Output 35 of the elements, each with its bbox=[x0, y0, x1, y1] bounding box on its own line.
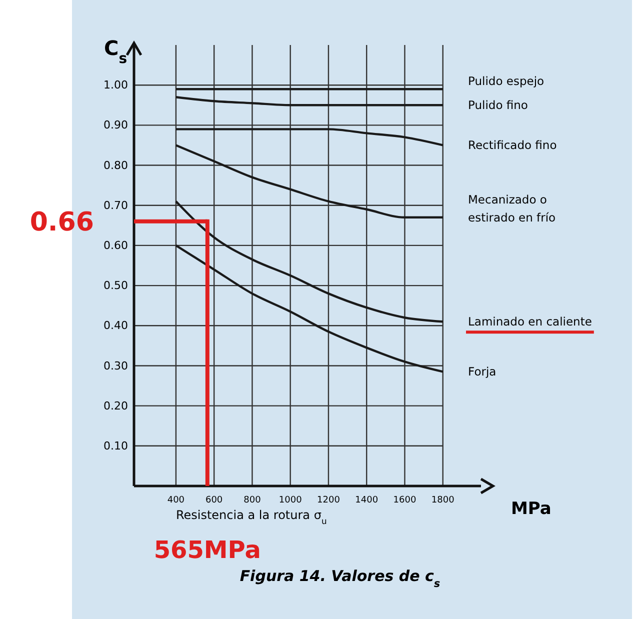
y-tick-label: 0.30 bbox=[104, 359, 128, 372]
y-axis-title: C$_{s}$ bbox=[104, 36, 128, 67]
y-tick-label: 0.50 bbox=[104, 279, 128, 292]
x-tick-label: 1800 bbox=[431, 495, 455, 506]
y-tick-label: 0.60 bbox=[104, 238, 128, 252]
line-series bbox=[174, 96, 444, 106]
line-series bbox=[174, 128, 444, 146]
x-tick-label: 1400 bbox=[355, 495, 378, 506]
x-tick-label: 600 bbox=[205, 495, 223, 506]
y-tick-label: 1.00 bbox=[104, 78, 128, 92]
text: Figura 14. Valores de c$_{s}$ bbox=[240, 567, 440, 590]
text: Pulido espejo bbox=[468, 74, 544, 88]
text: Rectificado fino bbox=[468, 138, 557, 152]
ref-line-label: 565MPa bbox=[154, 536, 261, 564]
x-tick-label: 400 bbox=[167, 495, 185, 506]
x-tick-label: 1600 bbox=[393, 495, 416, 506]
text: Laminado en caliente bbox=[468, 314, 592, 329]
y-tick-label: 0.10 bbox=[104, 439, 128, 452]
text: Pulido fino bbox=[468, 98, 528, 112]
text: Mecanizado o estirado en frío bbox=[468, 192, 556, 224]
line-series bbox=[174, 244, 444, 373]
x-tick-label: 1000 bbox=[278, 495, 302, 506]
ref-line-label: 0.66 bbox=[30, 207, 94, 238]
y-tick-label: 0.70 bbox=[104, 198, 128, 212]
y-tick-label: 0.40 bbox=[104, 319, 128, 332]
y-tick-label: 0.80 bbox=[104, 158, 128, 172]
x-tick-label: 800 bbox=[244, 495, 262, 506]
y-tick-label: 0.90 bbox=[104, 118, 128, 132]
line-series bbox=[174, 144, 444, 218]
text: MPa bbox=[511, 499, 552, 519]
text: Forja bbox=[468, 364, 496, 379]
x-axis-title: Resistencia a la rotura σ$_{u}$ bbox=[176, 508, 327, 526]
line-series bbox=[174, 200, 444, 323]
y-tick-label: 0.20 bbox=[104, 399, 128, 412]
x-tick-label: 1200 bbox=[317, 495, 340, 506]
